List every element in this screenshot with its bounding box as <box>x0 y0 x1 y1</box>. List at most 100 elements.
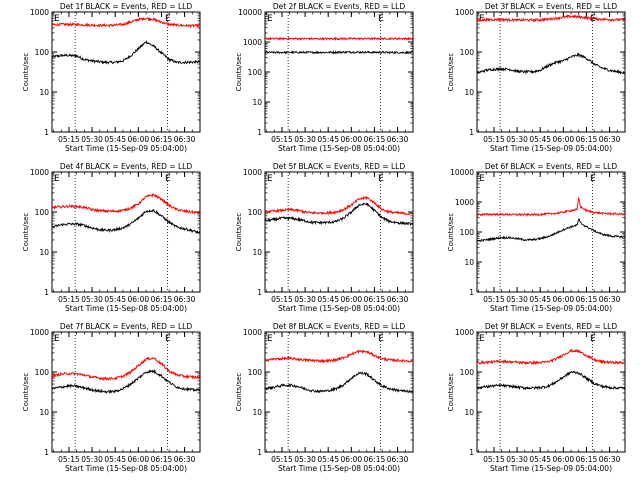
x-tick-label: 05:15 <box>483 455 505 464</box>
x-tick-label: 05:45 <box>317 455 339 464</box>
x-tick-label: 06:30 <box>174 135 196 144</box>
y-tick-label: 1 <box>44 128 49 137</box>
panel-title: Det 9f BLACK = Events, RED = LLD <box>485 322 618 331</box>
e-marker: E <box>54 334 60 344</box>
panel-det-3: Det 3f BLACK = Events, RED = LLD 1 10 100 10… <box>447 2 626 153</box>
e-marker: E <box>479 334 485 344</box>
x-tick-label: 06:30 <box>387 455 409 464</box>
panel-title: Det 7f BLACK = Events, RED = LLD <box>60 322 193 331</box>
y-tick-label: 10 <box>252 408 262 417</box>
x-tick-label: 06:15 <box>364 295 386 304</box>
y-tick-label: 1 <box>257 448 262 457</box>
x-tick-label: 06:30 <box>174 455 196 464</box>
events-series-line <box>265 371 413 394</box>
e-marker: E <box>267 14 273 24</box>
y-tick-label: 100 <box>35 368 50 377</box>
x-axis-label: Start Time (15-Sep-09 05:04:00) <box>490 304 612 313</box>
x-tick-label: 05:15 <box>483 295 505 304</box>
x-tick-label: 05:30 <box>81 295 103 304</box>
y-tick-label: 100 <box>460 368 475 377</box>
y-tick-label: 1000 <box>30 8 49 17</box>
x-tick-label: 06:30 <box>599 455 621 464</box>
x-tick-label: 06:00 <box>341 295 363 304</box>
y-tick-label: 100 <box>248 68 263 77</box>
x-tick-label: 06:30 <box>387 295 409 304</box>
x-tick-label: 06:15 <box>151 135 173 144</box>
x-axis-label: Start Time (15-Sep-08 05:04:00) <box>278 304 400 313</box>
e-marker: E <box>479 174 485 184</box>
y-tick-label: 10 <box>39 88 49 97</box>
y-tick-label: 10000 <box>450 168 474 177</box>
x-tick-label: 05:30 <box>506 135 528 144</box>
y-axis-label: Counts/sec <box>22 213 30 252</box>
x-tick-label: 06:30 <box>599 295 621 304</box>
x-tick-label: 05:15 <box>58 295 80 304</box>
x-tick-label: 05:30 <box>81 455 103 464</box>
panel-det-6: Det 6f BLACK = Events, RED = LLD 1 10 100 10… <box>447 162 626 313</box>
e-marker: E <box>54 14 60 24</box>
x-tick-label: 05:45 <box>529 295 551 304</box>
x-tick-label: 06:00 <box>341 455 363 464</box>
e-marker: E <box>479 14 485 24</box>
y-tick-label: 10 <box>252 98 262 107</box>
x-tick-label: 05:45 <box>317 295 339 304</box>
y-axis-label: Counts/sec <box>235 53 243 92</box>
lld-series-line <box>477 196 625 217</box>
x-tick-label: 06:00 <box>553 295 575 304</box>
panel-det-2: Det 2f BLACK = Events, RED = LLD 1 10 100 10… <box>235 2 414 153</box>
x-tick-label: 06:00 <box>553 455 575 464</box>
x-tick-label: 06:00 <box>128 135 150 144</box>
plot-frame <box>51 11 201 133</box>
plot-frame <box>476 331 626 453</box>
x-tick-label: 05:15 <box>271 295 293 304</box>
events-series-line <box>52 40 200 65</box>
y-tick-label: 1000 <box>455 198 474 207</box>
events-series-line <box>265 50 413 55</box>
events-series-line <box>477 52 625 75</box>
x-tick-label: 05:15 <box>271 135 293 144</box>
y-axis-label: Counts/sec <box>447 213 455 252</box>
x-tick-label: 05:15 <box>58 455 80 464</box>
x-tick-label: 06:00 <box>553 135 575 144</box>
e-marker: E <box>590 334 596 344</box>
y-tick-label: 10 <box>39 408 49 417</box>
lld-series-line <box>52 16 200 29</box>
lld-series-line <box>265 349 413 364</box>
panel-det-4: Det 4f BLACK = Events, RED = LLD 1 10 100 10… <box>22 162 201 313</box>
y-tick-label: 100 <box>35 208 50 217</box>
x-tick-label: 05:15 <box>483 135 505 144</box>
panel-det-1: Det 1f BLACK = Events, RED = LLD 1 10 100 10… <box>22 2 201 153</box>
x-tick-label: 06:15 <box>151 295 173 304</box>
x-tick-label: 05:30 <box>506 295 528 304</box>
y-tick-label: 100 <box>248 208 263 217</box>
e-marker: E <box>378 334 384 344</box>
y-tick-label: 10 <box>252 248 262 257</box>
y-tick-label: 1 <box>44 448 49 457</box>
events-series-line <box>265 202 413 227</box>
events-series-line <box>477 218 625 242</box>
plot-frame <box>51 331 201 453</box>
x-tick-label: 06:15 <box>576 295 598 304</box>
events-series-line <box>52 208 200 235</box>
events-series-line <box>477 370 625 391</box>
x-tick-label: 06:00 <box>128 455 150 464</box>
x-tick-label: 05:30 <box>81 135 103 144</box>
x-tick-label: 05:15 <box>271 455 293 464</box>
y-tick-label: 1 <box>469 288 474 297</box>
x-tick-label: 06:30 <box>387 135 409 144</box>
e-marker: E <box>378 14 384 24</box>
panel-title: Det 1f BLACK = Events, RED = LLD <box>60 2 193 11</box>
panel-title: Det 5f BLACK = Events, RED = LLD <box>273 162 406 171</box>
panel-title: Det 6f BLACK = Events, RED = LLD <box>485 162 618 171</box>
lld-series-line <box>477 14 625 23</box>
y-axis-label: Counts/sec <box>235 213 243 252</box>
e-marker: E <box>267 174 273 184</box>
x-tick-label: 05:30 <box>294 295 316 304</box>
x-axis-label: Start Time (15-Sep-08 05:04:00) <box>278 144 400 153</box>
x-tick-label: 05:45 <box>529 135 551 144</box>
y-tick-label: 100 <box>460 228 475 237</box>
plot-frame <box>264 11 414 133</box>
y-tick-label: 10 <box>464 258 474 267</box>
x-axis-label: Start Time (15-Sep-08 05:04:00) <box>278 464 400 473</box>
